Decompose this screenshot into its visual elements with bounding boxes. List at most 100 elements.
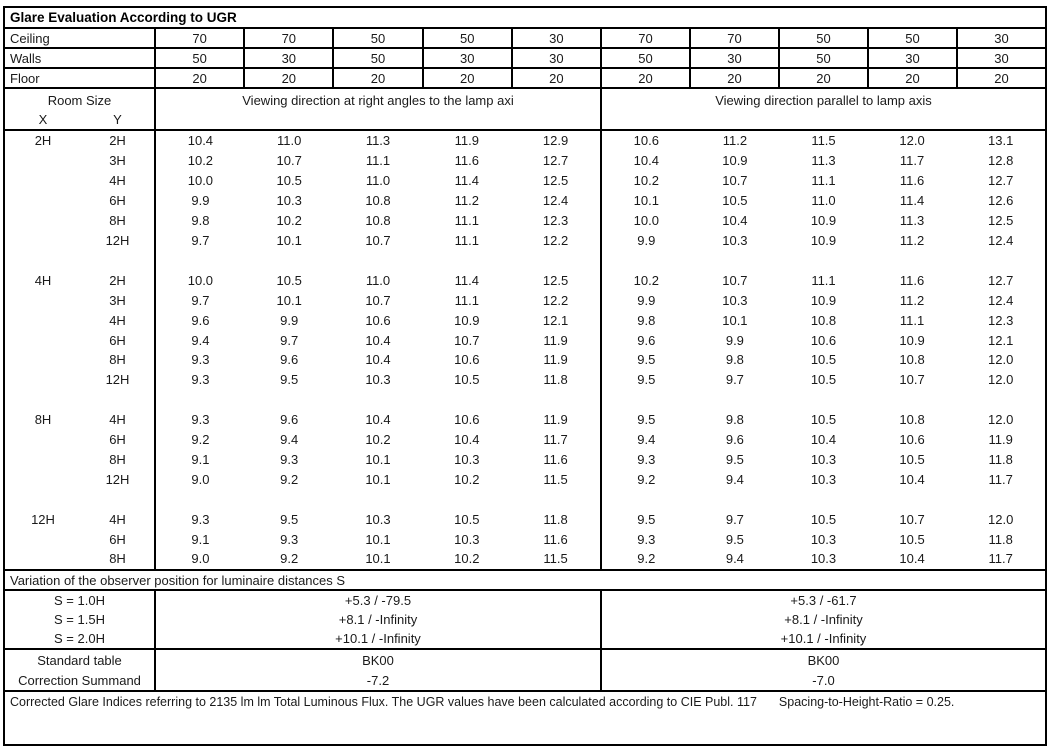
left-group-header: Viewing direction at right angles to the…: [156, 89, 602, 129]
ugr-value: 9.1: [191, 531, 210, 547]
ugr-value: 10.9: [810, 232, 837, 248]
ugr-value: 12.9: [542, 133, 569, 149]
observer-variation-value-right: +10.1 / -Infinity: [780, 631, 867, 646]
ugr-value: 12.1: [542, 312, 569, 328]
ugr-value: 12.6: [988, 193, 1014, 209]
ugr-value: 9.3: [191, 412, 210, 428]
ugr-value: 10.0: [187, 272, 214, 288]
surface-value: 30: [869, 49, 958, 67]
ugr-value: [245, 489, 334, 509]
ugr-value: 10.4: [187, 133, 214, 149]
x-column-label: X: [38, 112, 48, 127]
summary-rows: Standard table BK00 BK00 Correction Summand…: [5, 648, 1045, 690]
ugr-value: 11.6: [454, 153, 479, 169]
ugr-values-left: 9.4 9.7 10.4 10.7 11.9: [156, 330, 602, 350]
room-y-label: 6H: [81, 429, 156, 450]
room-y-label: 4H: [81, 170, 156, 191]
ugr-value: [868, 250, 957, 270]
ugr-value: 10.2: [454, 471, 480, 487]
ugr-value: 12.4: [542, 193, 569, 209]
ugr-value: 12.5: [988, 213, 1014, 229]
summary-row: Standard table BK00 BK00: [5, 650, 1045, 670]
table-title-row: Glare Evaluation According to UGR: [5, 8, 1045, 29]
table-title: Glare Evaluation According to UGR: [10, 10, 237, 25]
ugr-value: 10.9: [899, 332, 925, 348]
ugr-values-right: 9.5 9.7 10.5 10.7 12.0: [602, 370, 1045, 390]
ugr-value: 9.7: [725, 511, 744, 527]
spacing-ratio-text: Spacing-to-Height-Ratio = 0.25.: [778, 695, 955, 709]
ugr-values-left: 10.0 10.5 11.0 11.4 12.5: [156, 270, 602, 291]
observer-variation-label: S = 1.0H: [5, 591, 156, 610]
ugr-row: 12H 9.7 10.1 10.7 11.1 12.2 9.9 10.3 10.9 11.2 12.…: [5, 230, 1045, 251]
ugr-value: 9.9: [280, 312, 299, 328]
ugr-values-right: 9.4 9.6 10.4 10.6 11.9: [602, 430, 1045, 450]
room-x-label: [5, 370, 81, 390]
summary-value-right: BK00: [807, 652, 840, 668]
ugr-value: 10.6: [454, 412, 480, 428]
ugr-value: 9.8: [637, 312, 656, 328]
room-x-label: [5, 231, 81, 251]
ugr-value: 10.5: [810, 511, 837, 527]
room-x-label: 4H: [34, 272, 52, 288]
ugr-value: 10.6: [899, 432, 925, 448]
surface-value: 70: [156, 29, 246, 47]
ugr-value: [245, 250, 334, 270]
surface-value: 30: [549, 50, 564, 66]
ugr-row: 8H 4H 9.3 9.6 10.4 10.6 11.9 9.5 9.8 10.5 10.8 12.0: [5, 409, 1045, 430]
surface-value: 50: [780, 29, 869, 47]
ugr-value: 10.4: [365, 332, 391, 348]
ugr-values-left: [156, 489, 602, 510]
surface-values-left: 70 70 50 50 30: [156, 29, 602, 47]
ugr-value: 12.5: [542, 173, 569, 189]
room-x-label: [5, 310, 81, 330]
room-y-label: [81, 489, 156, 510]
ugr-row: 3H 9.7 10.1 10.7 11.1 12.2 9.9 10.3 10.9 11.2 12.4: [5, 290, 1045, 311]
ugr-value: [868, 390, 957, 410]
ugr-values-left: 9.9 10.3 10.8 11.2 12.4: [156, 190, 602, 211]
ugr-value: 9.4: [725, 471, 744, 487]
ugr-value: 10.1: [365, 451, 391, 467]
ugr-value: 9.5: [637, 352, 656, 368]
ugr-value: 9.6: [725, 432, 744, 448]
surface-value: 20: [424, 69, 513, 87]
ugr-value: 10.7: [899, 372, 925, 388]
ugr-values-right: 9.5 9.8 10.5 10.8 12.0: [602, 350, 1045, 370]
ugr-values-left: [156, 250, 602, 271]
ugr-value: [956, 250, 1045, 270]
ugr-values-left: 9.1 9.3 10.1 10.3 11.6: [156, 449, 602, 470]
summary-value-right: -7.0: [812, 672, 835, 688]
ugr-values-right: 10.2 10.7 11.1 11.6 12.7: [602, 270, 1045, 290]
ugr-value: 11.2: [454, 193, 479, 209]
ugr-value: 9.5: [637, 412, 656, 428]
ugr-value: [334, 250, 423, 270]
ugr-row: 12H 4H 9.3 9.5 10.3 10.5 11.8 9.5 9.7 10.5 10.7 12.…: [5, 509, 1045, 530]
ugr-value: 10.3: [365, 511, 391, 527]
ugr-value: 11.1: [365, 153, 391, 169]
surface-label: Floor: [5, 69, 156, 87]
ugr-value: 12.8: [988, 153, 1014, 169]
ugr-value: 9.4: [280, 432, 299, 448]
room-y-label: 4H: [81, 509, 156, 530]
ugr-value: 9.4: [725, 551, 744, 567]
ugr-value: 10.5: [899, 531, 925, 547]
observer-variation-label: S = 2.0H: [5, 629, 156, 648]
ugr-value: 11.1: [454, 232, 479, 248]
summary-value-left: BK00: [156, 650, 602, 670]
surface-row: Walls 50 30 50 30 30 50 30 50 30 30: [5, 49, 1045, 69]
ugr-value: 12.1: [988, 332, 1014, 348]
ugr-value: 9.9: [725, 332, 744, 348]
surface-value: 20: [245, 69, 335, 87]
ugr-value: 10.4: [365, 352, 391, 368]
ugr-value: 12.7: [542, 153, 569, 169]
ugr-values-left: 9.3 9.6 10.4 10.6 11.9: [156, 349, 602, 370]
room-x-label: [5, 250, 81, 270]
ugr-value: 9.9: [191, 193, 210, 209]
surface-value: 70: [691, 29, 780, 47]
ugr-value: 11.7: [899, 153, 925, 169]
ugr-value: [511, 250, 600, 270]
ugr-value: 12.3: [542, 213, 569, 229]
ugr-value: 9.3: [191, 511, 210, 527]
room-y-label: 12H: [81, 230, 156, 251]
surface-value: 20: [334, 69, 424, 87]
ugr-value: 11.9: [454, 133, 479, 149]
